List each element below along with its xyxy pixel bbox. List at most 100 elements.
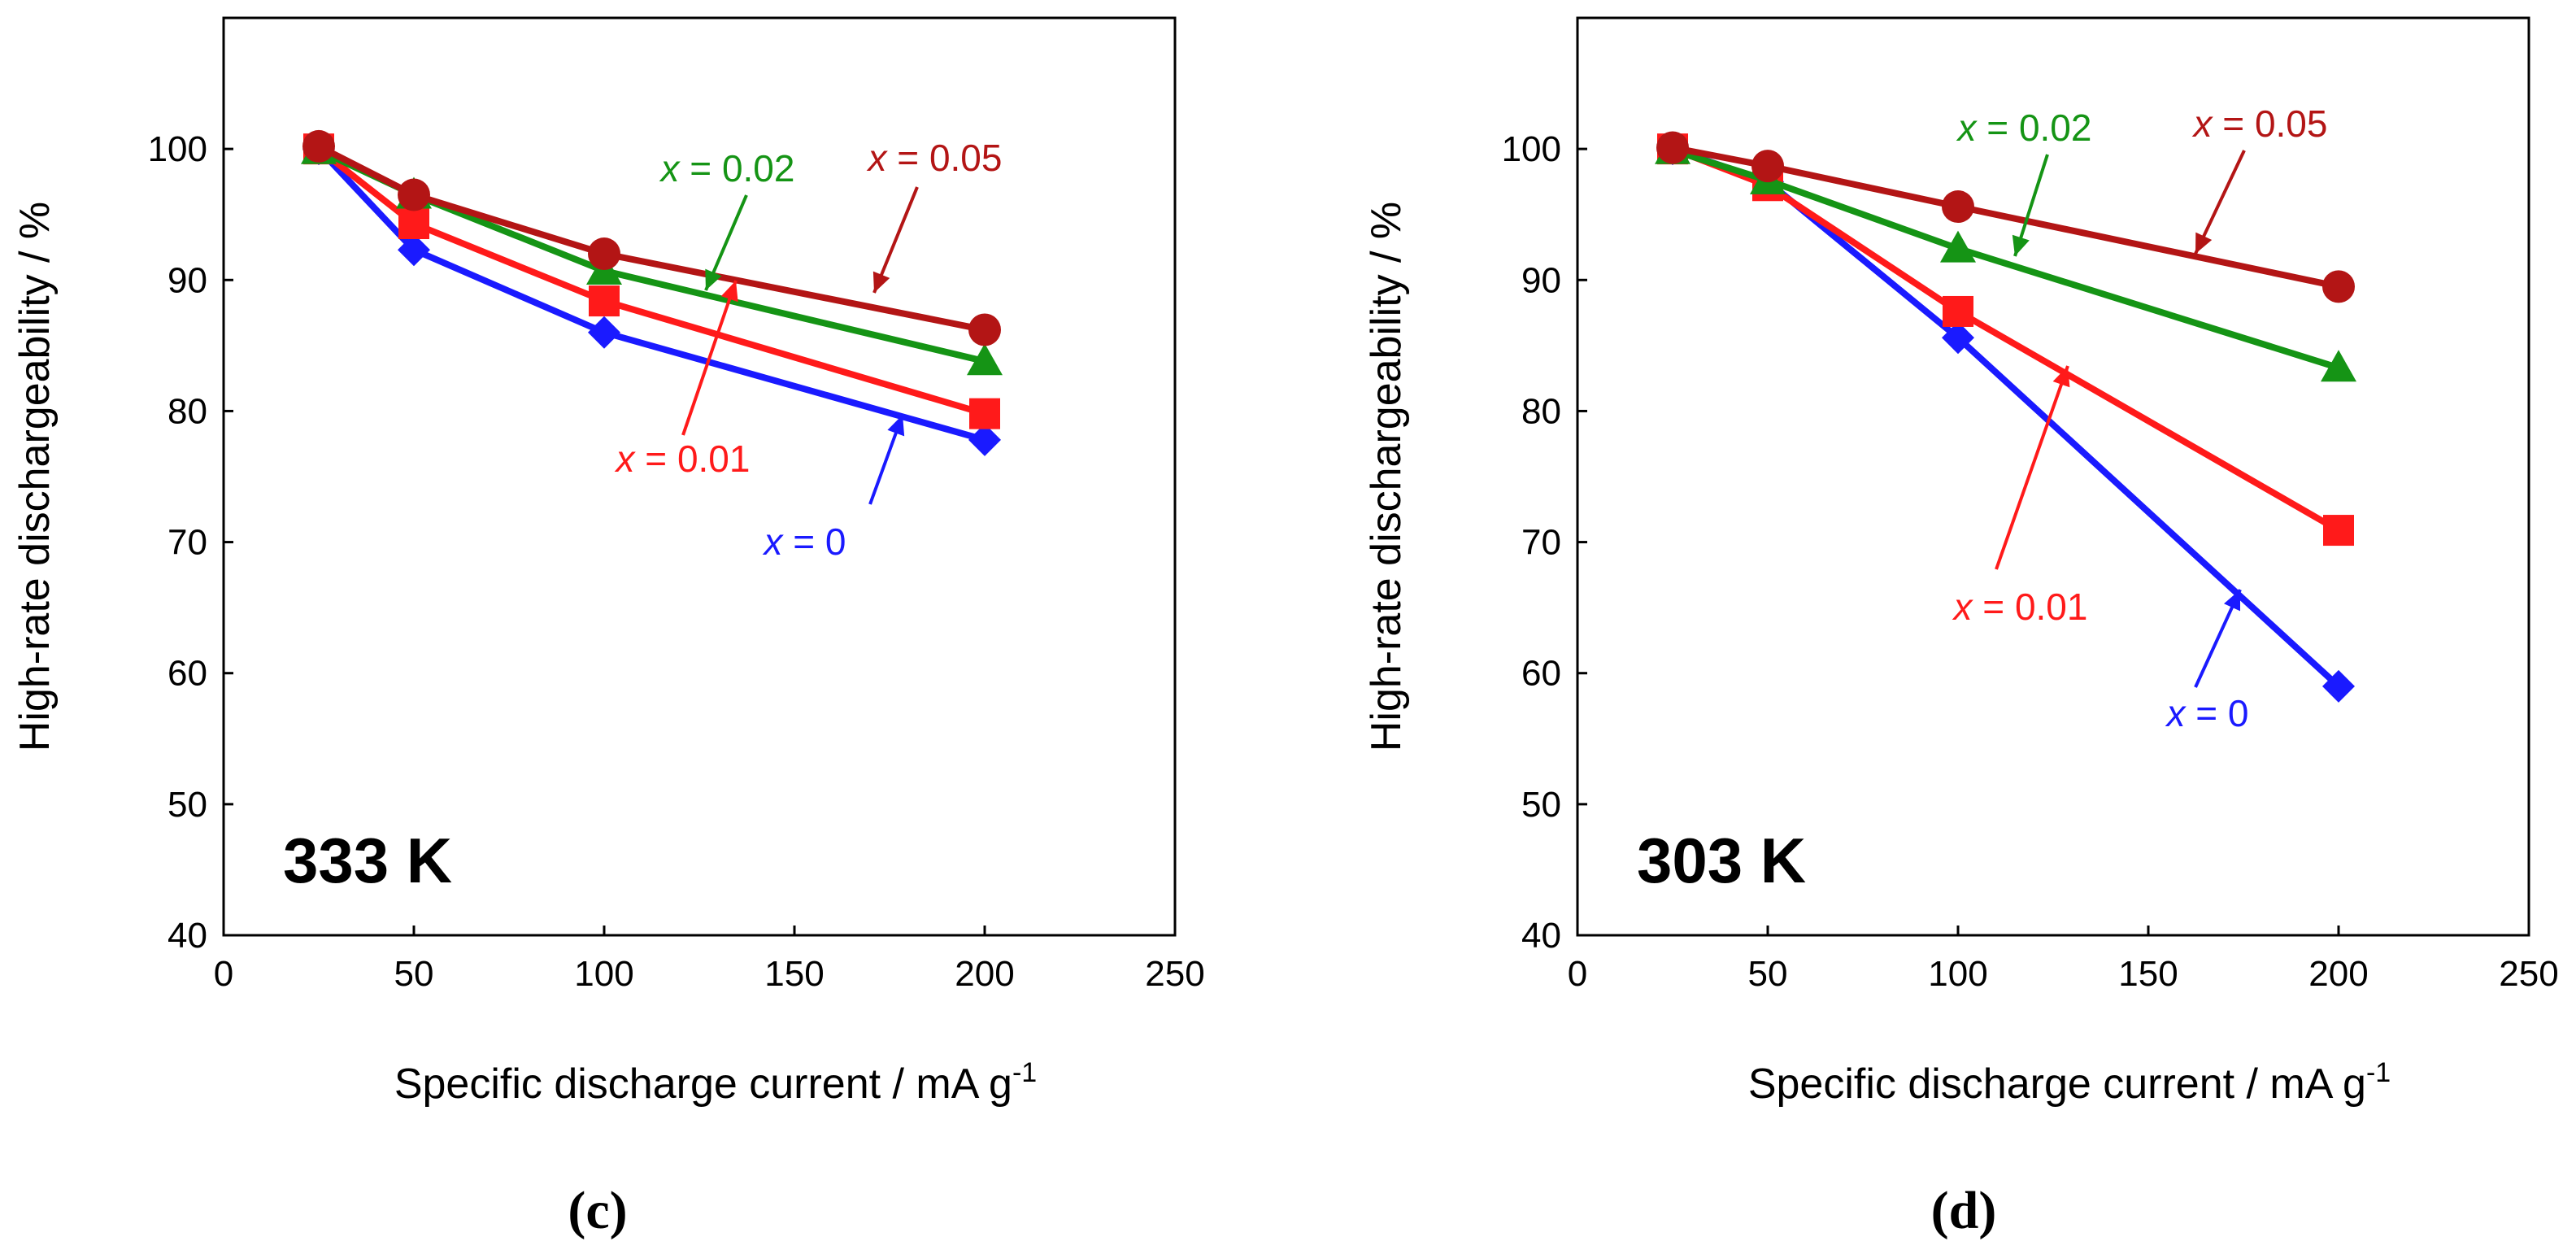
series-circle xyxy=(1656,131,2355,303)
arrow-head xyxy=(2052,366,2070,388)
series-label: x = 0.01 xyxy=(1952,586,2088,628)
data-point-circle xyxy=(588,237,620,271)
y-tick-label: 100 xyxy=(148,129,207,169)
arrow-head xyxy=(887,415,905,437)
x-axis-title-superscript: -1 xyxy=(2366,1057,2391,1088)
x-tick-label: 250 xyxy=(1145,954,1204,994)
y-tick-label: 50 xyxy=(168,785,207,825)
y-tick-label: 100 xyxy=(1502,129,1561,169)
data-point-circle xyxy=(968,313,1001,346)
series-label-value: = 0.05 xyxy=(887,137,1003,179)
y-tick-label: 60 xyxy=(168,654,207,694)
x-tick-label: 0 xyxy=(1568,954,1587,994)
series-label-var: x xyxy=(615,438,637,480)
series-label-value: = 0.02 xyxy=(1977,107,2092,149)
x-axis-title: Specific discharge current / mA g-1 xyxy=(394,1057,1037,1108)
series-line xyxy=(1671,146,2340,372)
chart-panel-d: 0 50 100 150 200 250 40 50 60 70 80 90 100 Specific d… xyxy=(1363,16,2559,1240)
arrow-line xyxy=(681,280,738,436)
x-tick-label: 200 xyxy=(2308,954,2368,994)
arrow-head xyxy=(872,271,890,293)
panel-label: (c) xyxy=(568,1181,627,1240)
series-circle xyxy=(302,129,1001,346)
series-label-var: x xyxy=(1952,586,1974,628)
series-label: x = 0.01 xyxy=(615,438,751,480)
data-point-square xyxy=(1943,295,1973,327)
chart-panel-c: 0 50 100 150 200 250 40 50 60 70 80 90 100 Specific d… xyxy=(11,16,1205,1240)
series-label-group: x = 0.05 xyxy=(867,137,1003,294)
series-label-group: x = 0 xyxy=(762,414,905,563)
data-point-triangle xyxy=(2321,350,2356,382)
series-label-group: x = 0.02 xyxy=(659,147,795,291)
y-tick-label: 40 xyxy=(1521,916,1561,956)
x-tick-label: 150 xyxy=(2118,954,2178,994)
arrow-head xyxy=(720,281,738,303)
series-label-value: = 0.01 xyxy=(1973,586,2088,628)
data-point-diamond xyxy=(2322,669,2355,703)
arrow-head xyxy=(2012,234,2030,256)
data-point-circle xyxy=(398,178,430,211)
data-point-circle xyxy=(1942,190,1974,224)
temperature-annotation: 333 K xyxy=(283,825,452,896)
y-tick-label: 60 xyxy=(1521,654,1561,694)
x-tick-label: 150 xyxy=(764,954,824,994)
arrow-line xyxy=(1995,365,2069,570)
y-tick-label: 70 xyxy=(168,523,207,563)
series-label: x = 0.02 xyxy=(659,147,795,189)
series-line xyxy=(317,143,986,333)
y-tick-label: 70 xyxy=(1521,523,1561,563)
data-point-square xyxy=(589,285,620,317)
series-label: x = 0.02 xyxy=(1956,107,2092,149)
x-tick-label: 200 xyxy=(955,954,1014,994)
data-point-circle xyxy=(302,129,335,163)
data-point-square xyxy=(398,207,429,239)
arrow-head xyxy=(2195,232,2213,254)
data-point-diamond xyxy=(968,423,1001,456)
series-line xyxy=(1672,144,2339,290)
series-label-value: = 0.01 xyxy=(635,438,751,480)
series-label-group: x = 0.01 xyxy=(615,280,751,480)
series-label-group: x = 0.01 xyxy=(1952,365,2088,628)
y-axis-title: High-rate dischargeability / % xyxy=(1363,202,1410,751)
y-tick-label: 90 xyxy=(1521,260,1561,300)
y-tick-label: 80 xyxy=(1521,391,1561,431)
series-label-var: x xyxy=(1956,107,1978,149)
plot-frame xyxy=(222,16,1177,937)
series-label-var: x xyxy=(867,137,889,179)
data-point-square xyxy=(969,398,1000,429)
x-axis-title-text: Specific discharge current / mA g xyxy=(1748,1061,2366,1108)
series-label-value: = 0.02 xyxy=(680,147,795,189)
series-label-var: x xyxy=(659,147,681,189)
data-point-circle xyxy=(1656,131,1689,164)
x-tick-label: 50 xyxy=(394,954,434,994)
series-label-group: x = 0.05 xyxy=(2192,102,2328,255)
series-label-value: = 0.05 xyxy=(2213,102,2328,145)
series-label: x = 0.05 xyxy=(867,137,1003,179)
series-label-value: = 0 xyxy=(2185,692,2248,734)
series-label: x = 0 xyxy=(762,520,846,563)
plot-frame xyxy=(1576,16,2530,937)
data-point-circle xyxy=(1751,150,1784,183)
data-point-circle xyxy=(2322,270,2355,303)
x-tick-label: 50 xyxy=(1748,954,1788,994)
arrow-head xyxy=(2224,590,2240,612)
series-label-var: x xyxy=(2192,102,2214,145)
x-axis-title: Specific discharge current / mA g-1 xyxy=(1748,1057,2391,1108)
arrow-head xyxy=(705,268,722,290)
series-label-group: x = 0.02 xyxy=(1956,107,2092,257)
data-point-square xyxy=(2323,515,2354,547)
y-axis-title: High-rate dischargeability / % xyxy=(11,202,59,751)
data-point-diamond xyxy=(398,233,430,267)
y-tick-label: 50 xyxy=(1521,785,1561,825)
temperature-annotation: 303 K xyxy=(1637,825,1806,896)
series-label: x = 0.05 xyxy=(2192,102,2328,145)
series-label: x = 0 xyxy=(2165,692,2248,734)
y-tick-label: 40 xyxy=(168,916,207,956)
data-point-triangle xyxy=(1940,230,1976,263)
panel-label: (d) xyxy=(1931,1181,1997,1240)
y-tick-label: 90 xyxy=(168,260,207,300)
x-tick-label: 250 xyxy=(2499,954,2558,994)
series-line xyxy=(316,146,986,417)
x-tick-label: 100 xyxy=(574,954,633,994)
